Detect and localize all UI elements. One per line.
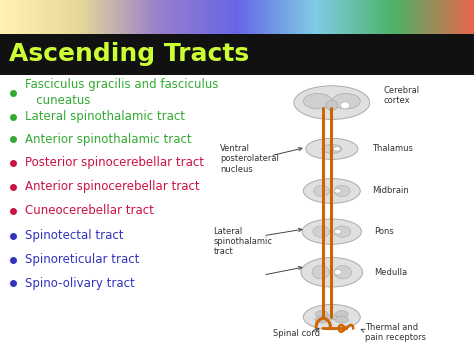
Text: Cerebral
cortex: Cerebral cortex — [384, 86, 420, 105]
Ellipse shape — [334, 229, 341, 234]
Ellipse shape — [322, 144, 342, 153]
Ellipse shape — [313, 226, 329, 237]
Ellipse shape — [301, 257, 363, 287]
Ellipse shape — [334, 185, 350, 196]
Ellipse shape — [312, 266, 329, 279]
Text: Pons: Pons — [374, 227, 394, 236]
Text: Posterior spinocerebellar tract: Posterior spinocerebellar tract — [25, 157, 204, 169]
Text: Ascending Tracts: Ascending Tracts — [9, 42, 250, 66]
Text: Ventral
posterolateral
nucleus: Ventral posterolateral nucleus — [220, 144, 279, 174]
Ellipse shape — [334, 226, 351, 237]
Ellipse shape — [302, 219, 362, 244]
Ellipse shape — [306, 138, 358, 159]
Ellipse shape — [334, 266, 352, 279]
Text: Spino-olivary tract: Spino-olivary tract — [25, 277, 135, 290]
Text: Spinoreticular tract: Spinoreticular tract — [25, 253, 139, 266]
Ellipse shape — [327, 315, 337, 320]
Ellipse shape — [336, 311, 348, 318]
Text: Lateral
spinothalamic
tract: Lateral spinothalamic tract — [213, 226, 272, 256]
Ellipse shape — [294, 86, 370, 119]
Ellipse shape — [326, 100, 338, 110]
Ellipse shape — [340, 102, 350, 109]
Text: Fasciculus gracilis and fasciculus
   cuneatus: Fasciculus gracilis and fasciculus cunea… — [25, 78, 218, 107]
Text: Anterior spinothalamic tract: Anterior spinothalamic tract — [25, 132, 191, 146]
Ellipse shape — [334, 189, 341, 193]
Ellipse shape — [335, 316, 349, 323]
Text: Midbrain: Midbrain — [372, 186, 409, 196]
Ellipse shape — [303, 305, 360, 330]
Ellipse shape — [333, 147, 341, 151]
Ellipse shape — [334, 269, 342, 275]
Text: Spinotectal tract: Spinotectal tract — [25, 229, 123, 242]
Text: Anterior spinocerebellar tract: Anterior spinocerebellar tract — [25, 180, 199, 193]
Ellipse shape — [303, 179, 360, 203]
Ellipse shape — [314, 185, 329, 196]
Text: Cuneocerebellar tract: Cuneocerebellar tract — [25, 204, 154, 217]
Text: Lateral spinothalamic tract: Lateral spinothalamic tract — [25, 110, 185, 123]
Ellipse shape — [303, 93, 332, 109]
Ellipse shape — [316, 311, 328, 318]
Text: Thalamus: Thalamus — [372, 144, 413, 153]
Text: Thermal and
pain receptors: Thermal and pain receptors — [365, 323, 426, 342]
Ellipse shape — [332, 93, 360, 109]
Text: Medulla: Medulla — [374, 268, 408, 277]
Ellipse shape — [315, 316, 328, 323]
Text: Spinal cord: Spinal cord — [273, 329, 320, 338]
